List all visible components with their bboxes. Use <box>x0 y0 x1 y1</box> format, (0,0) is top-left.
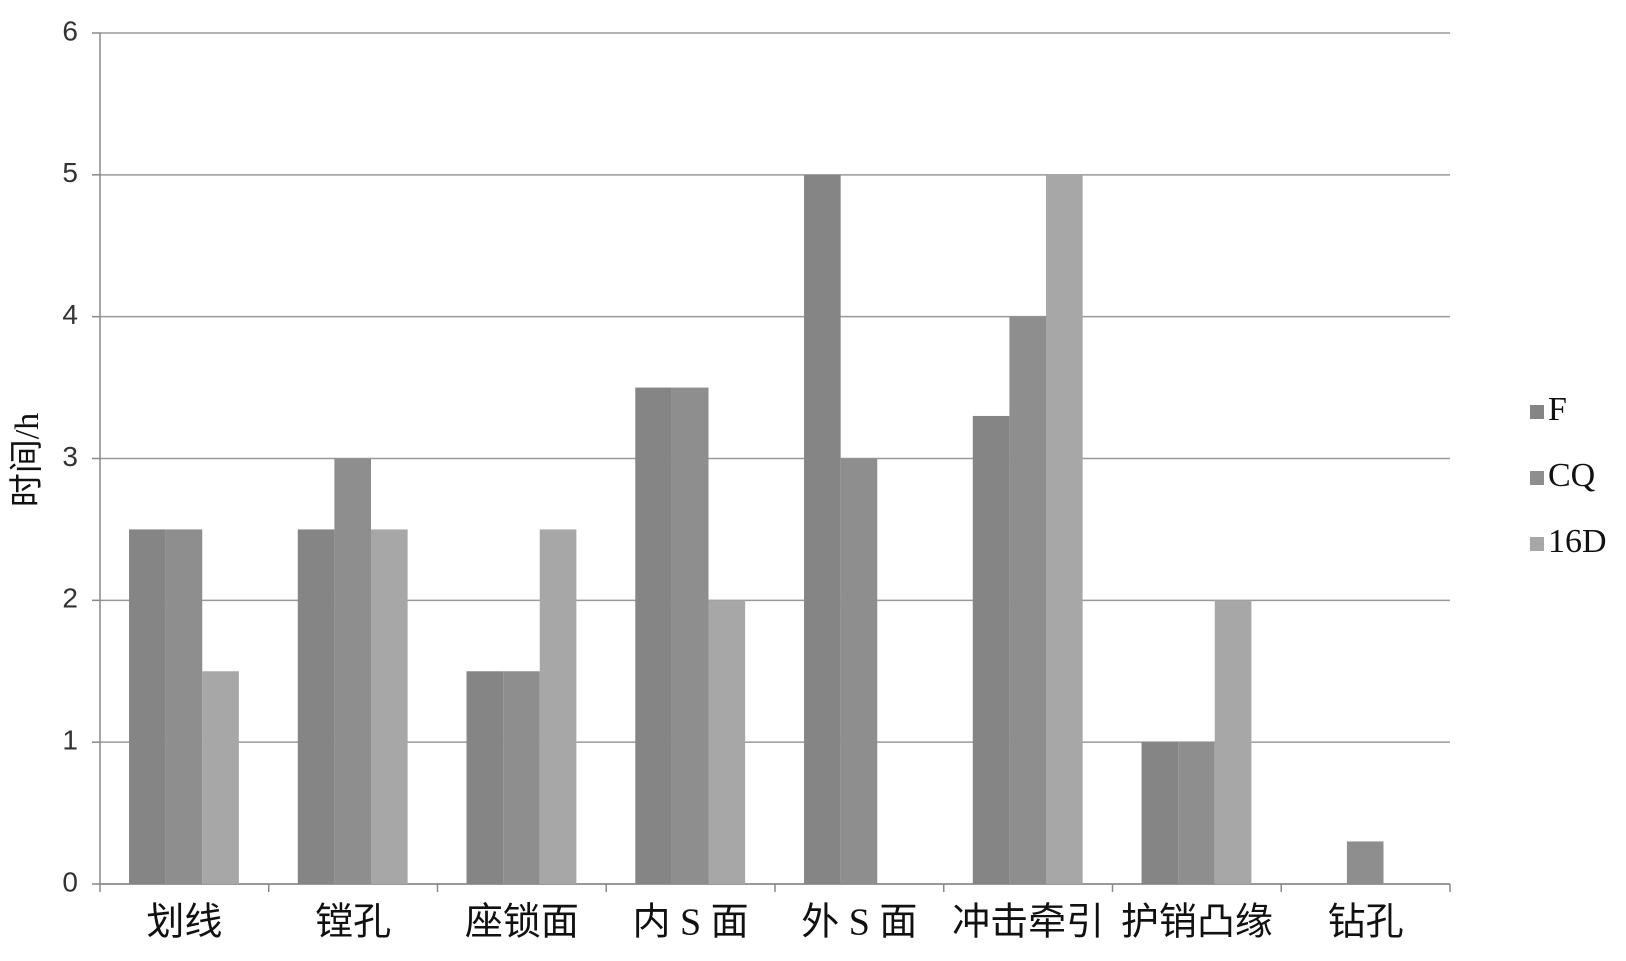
x-tick-label: 内 S 面 <box>633 902 749 944</box>
bar <box>972 415 1010 884</box>
x-tick-label: 划线 <box>146 902 222 944</box>
bar <box>708 600 746 884</box>
bar <box>539 529 577 884</box>
x-tick-label: 护销凸缘 <box>1121 902 1273 944</box>
y-tick-label: 1 <box>62 725 78 756</box>
y-tick-label: 5 <box>62 157 78 188</box>
bar <box>635 387 672 884</box>
bar <box>503 671 540 884</box>
bar <box>671 387 709 884</box>
x-tick-label: 镗孔 <box>315 902 391 944</box>
bar <box>334 458 372 884</box>
legend-swatch <box>1530 471 1544 485</box>
y-tick-label: 4 <box>62 299 78 330</box>
y-axis-label: 时间/h <box>9 413 46 507</box>
legend-swatch <box>1530 537 1544 551</box>
bar <box>1214 600 1252 884</box>
bar <box>804 174 841 885</box>
legend-label: F <box>1548 391 1567 428</box>
x-tick-label: 钻孔 <box>1328 902 1404 944</box>
bar <box>1141 742 1179 884</box>
legend-label: CQ <box>1548 457 1595 494</box>
bar <box>1009 316 1047 885</box>
bar <box>165 529 203 884</box>
bar <box>840 458 878 884</box>
bar <box>297 529 335 884</box>
y-tick-label: 3 <box>62 441 78 472</box>
bar <box>129 529 166 884</box>
y-tick-label: 0 <box>62 866 78 897</box>
legend-label: 16D <box>1548 523 1607 560</box>
bar <box>371 529 408 884</box>
bar <box>202 671 239 884</box>
y-tick-label: 2 <box>62 583 78 614</box>
x-tick-label: 外 S 面 <box>801 902 917 944</box>
bar <box>1346 841 1384 884</box>
x-tick-label: 座锁面 <box>465 902 579 944</box>
legend-swatch <box>1530 405 1544 419</box>
x-tick-label: 冲击牵引 <box>952 902 1104 944</box>
bar <box>1178 742 1215 884</box>
bar <box>466 671 504 884</box>
bar <box>1046 174 1083 885</box>
y-tick-label: 6 <box>62 15 78 46</box>
